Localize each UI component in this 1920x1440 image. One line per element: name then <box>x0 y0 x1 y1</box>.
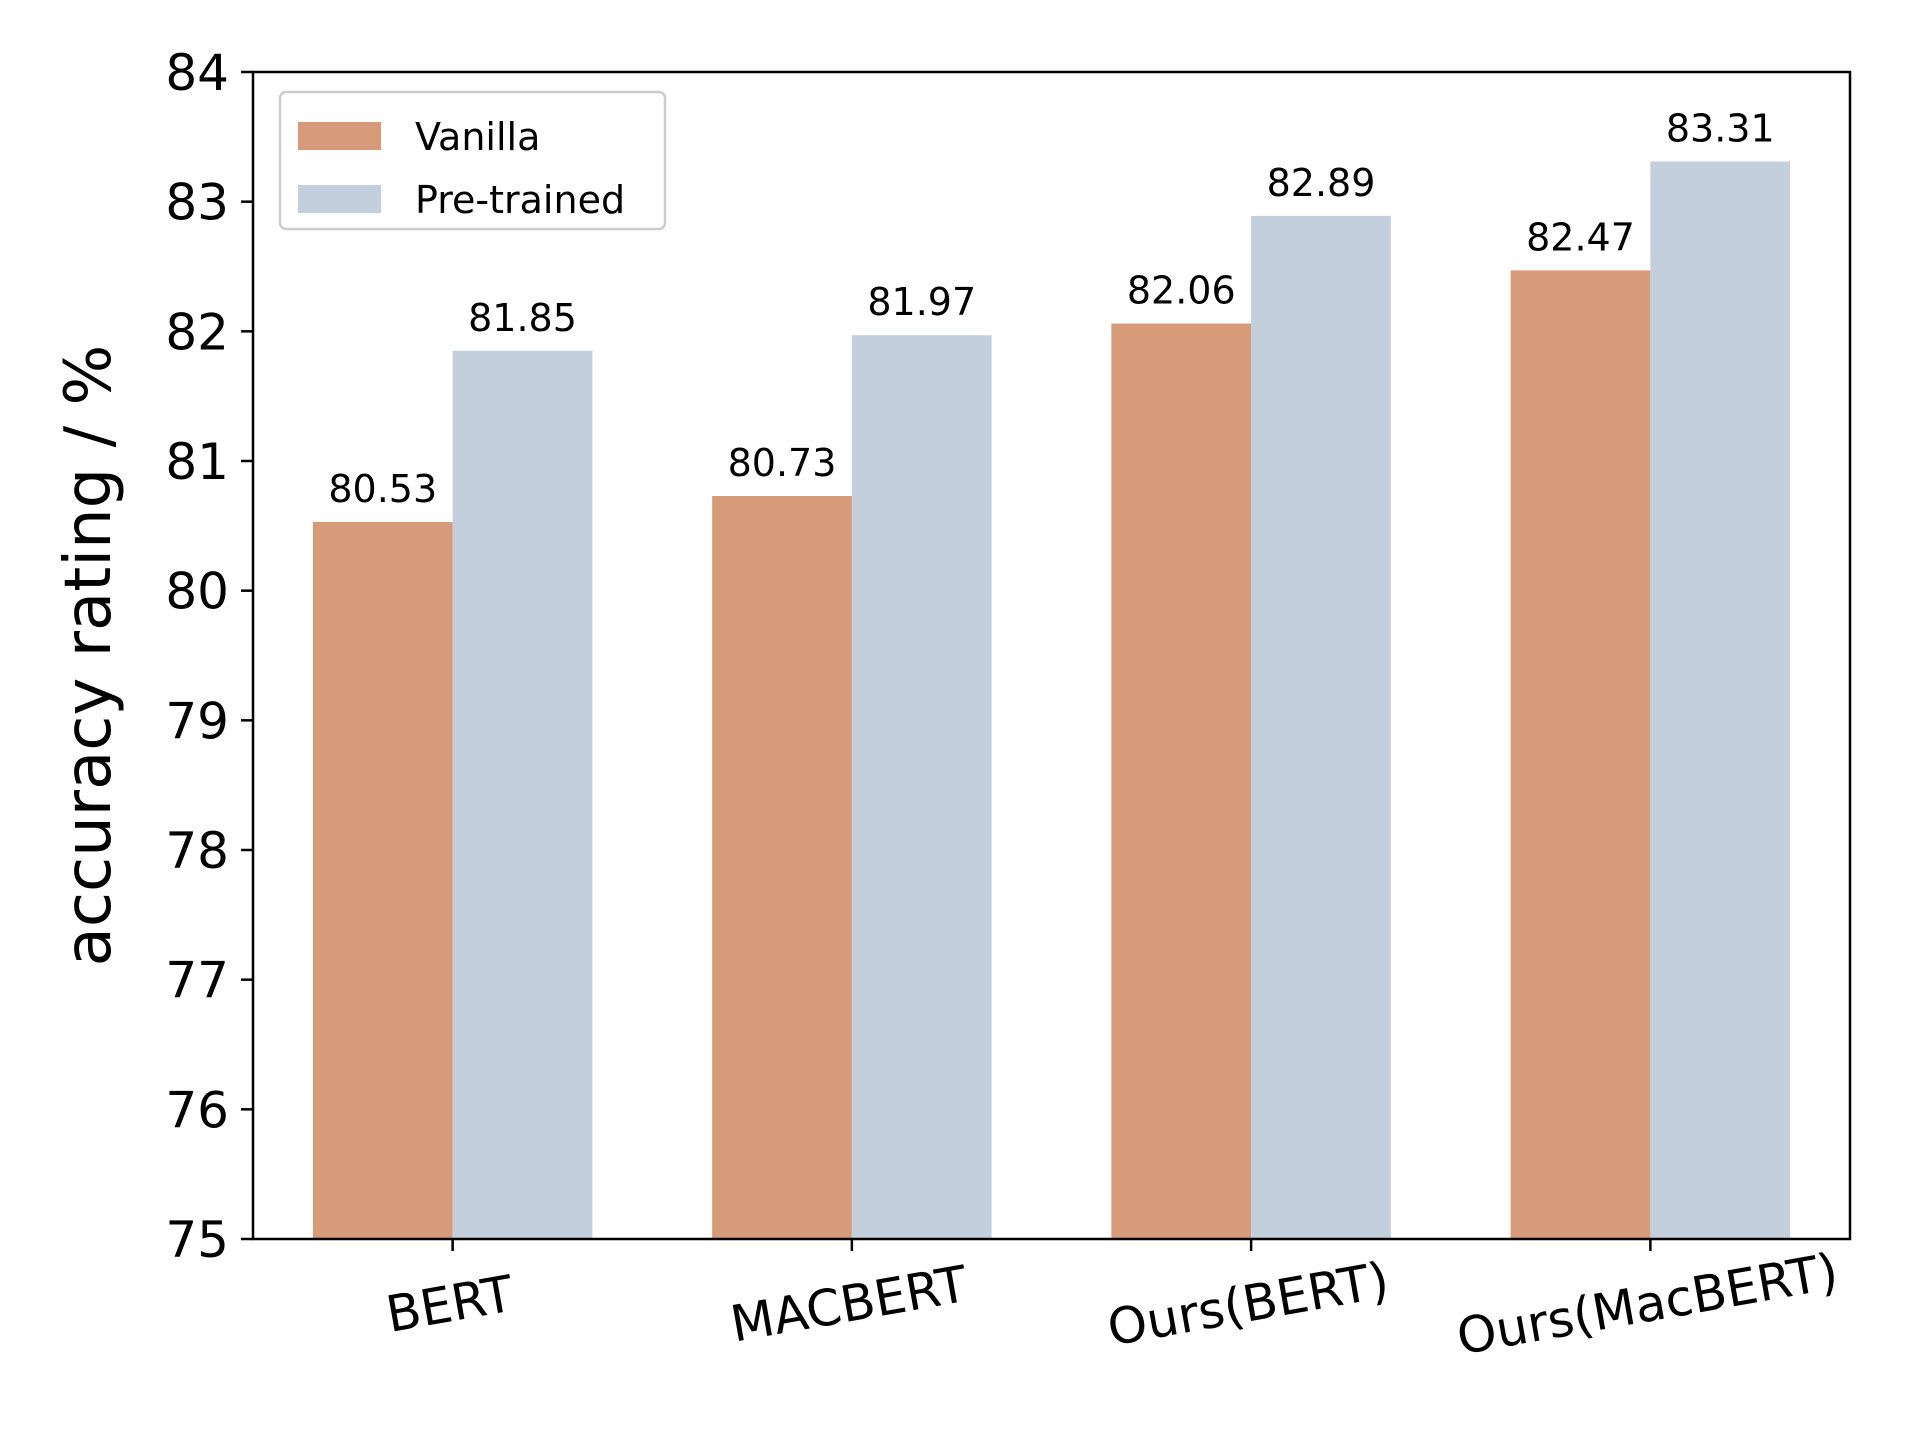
legend-swatch-vanilla <box>298 122 381 150</box>
data-label: 80.53 <box>328 467 437 511</box>
y-tick-label: 76 <box>165 1081 229 1139</box>
y-tick-label: 81 <box>165 433 229 491</box>
bar-pre-trained-0 <box>452 350 593 1239</box>
data-label: 83.31 <box>1666 106 1775 150</box>
data-label: 82.47 <box>1526 215 1635 259</box>
legend-label-vanilla: Vanilla <box>415 115 540 159</box>
legend-label-pre-trained: Pre-trained <box>415 178 625 222</box>
bar-vanilla-3 <box>1510 270 1651 1239</box>
y-tick-label: 80 <box>165 563 229 621</box>
y-tick-label: 79 <box>165 692 229 750</box>
y-tick-label: 83 <box>165 174 229 232</box>
bar-pre-trained-1 <box>851 335 992 1239</box>
plot-area: 80.53 80.73 82.06 82.47 81.85 81.97 82.89 83.31… <box>165 44 1852 1366</box>
y-axis-label: accuracy rating / % <box>52 345 126 967</box>
legend-swatch-pre-trained <box>298 185 381 213</box>
bar-vanilla-1 <box>712 496 852 1239</box>
x-tick-label: Ours(MacBERT) <box>1453 1242 1843 1366</box>
y-tick-label: 84 <box>165 44 229 102</box>
x-tick-label: BERT <box>382 1265 518 1344</box>
bar-pre-trained-2 <box>1251 215 1391 1239</box>
axes-frame <box>251 70 1852 1241</box>
x-tick-label: MACBERT <box>726 1255 972 1354</box>
y-tick-label: 77 <box>165 952 229 1010</box>
bar-vanilla-2 <box>1111 323 1252 1239</box>
data-label: 82.89 <box>1267 161 1376 205</box>
data-label: 81.85 <box>468 296 577 340</box>
data-label: 82.06 <box>1127 269 1236 313</box>
data-label: 81.97 <box>867 280 976 324</box>
y-tick-label: 75 <box>165 1211 229 1269</box>
bar-pre-trained-3 <box>1650 161 1791 1240</box>
y-tick-label: 82 <box>165 303 229 361</box>
legend: Vanilla Pre-trained <box>278 90 667 231</box>
bar-vanilla-0 <box>312 521 453 1239</box>
y-tick-label: 78 <box>165 822 229 880</box>
x-tick-label: Ours(BERT) <box>1103 1251 1393 1357</box>
data-label: 80.73 <box>728 441 837 485</box>
